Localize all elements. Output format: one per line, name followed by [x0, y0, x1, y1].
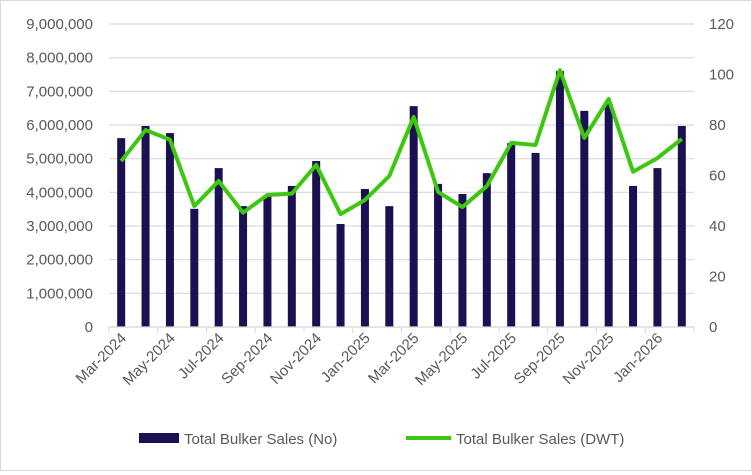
right-axis-tick-label: 100 [709, 67, 734, 84]
bar [434, 184, 442, 327]
left-axis-tick-label: 6,000,000 [26, 117, 93, 134]
bar [580, 111, 588, 327]
bar [385, 206, 393, 327]
right-axis-tick-label: 120 [709, 16, 734, 33]
bar [337, 224, 345, 327]
left-axis-tick-label: 4,000,000 [26, 184, 93, 201]
bar [190, 209, 198, 327]
bar [458, 194, 466, 327]
bar [605, 104, 613, 327]
bar [263, 196, 271, 327]
bar [142, 126, 150, 327]
bar [556, 71, 564, 327]
bar [507, 143, 515, 327]
x-axis-tick-label: Sep-2025 [511, 330, 569, 388]
right-axis-tick-label: 60 [709, 168, 726, 185]
right-axis-tick-label: 80 [709, 117, 726, 134]
bar [288, 186, 296, 327]
x-axis-tick-label: May-2025 [412, 330, 471, 389]
left-axis-tick-label: 7,000,000 [26, 83, 93, 100]
bar [653, 168, 661, 327]
bar [361, 189, 369, 327]
bar [215, 168, 223, 327]
x-axis-tick-label: May-2024 [120, 330, 179, 389]
right-axis-tick-label: 20 [709, 269, 726, 286]
left-axis-tick-label: 1,000,000 [26, 285, 93, 302]
x-axis-tick-label: Nov-2024 [267, 330, 325, 388]
x-axis-tick-label: Sep-2024 [218, 330, 276, 388]
right-axis-tick-label: 0 [709, 319, 717, 336]
legend-swatch-bars [139, 433, 179, 443]
left-axis-tick-label: 5,000,000 [26, 151, 93, 168]
bar [117, 138, 125, 327]
left-axis-tick-label: 9,000,000 [26, 16, 93, 33]
legend-label-bars: Total Bulker Sales (No) [184, 431, 337, 448]
x-axis-tick-label: Jan-2026 [610, 330, 666, 386]
bar [312, 161, 320, 327]
bar [166, 133, 174, 327]
x-axis-tick-label: Jan-2025 [318, 330, 374, 386]
bar [629, 186, 637, 327]
left-axis-tick-label: 0 [85, 319, 93, 336]
right-axis-tick-label: 40 [709, 218, 726, 235]
bar [239, 206, 247, 327]
legend: Total Bulker Sales (No) Total Bulker Sal… [139, 431, 624, 448]
bar [483, 173, 491, 327]
bar [678, 126, 686, 327]
legend-label-line: Total Bulker Sales (DWT) [456, 431, 624, 448]
bar [410, 106, 418, 327]
bar [532, 153, 540, 327]
left-axis-tick-label: 3,000,000 [26, 218, 93, 235]
left-axis-tick-label: 8,000,000 [26, 50, 93, 67]
left-axis-tick-label: 2,000,000 [26, 252, 93, 269]
x-axis-tick-label: Nov-2025 [560, 330, 618, 388]
